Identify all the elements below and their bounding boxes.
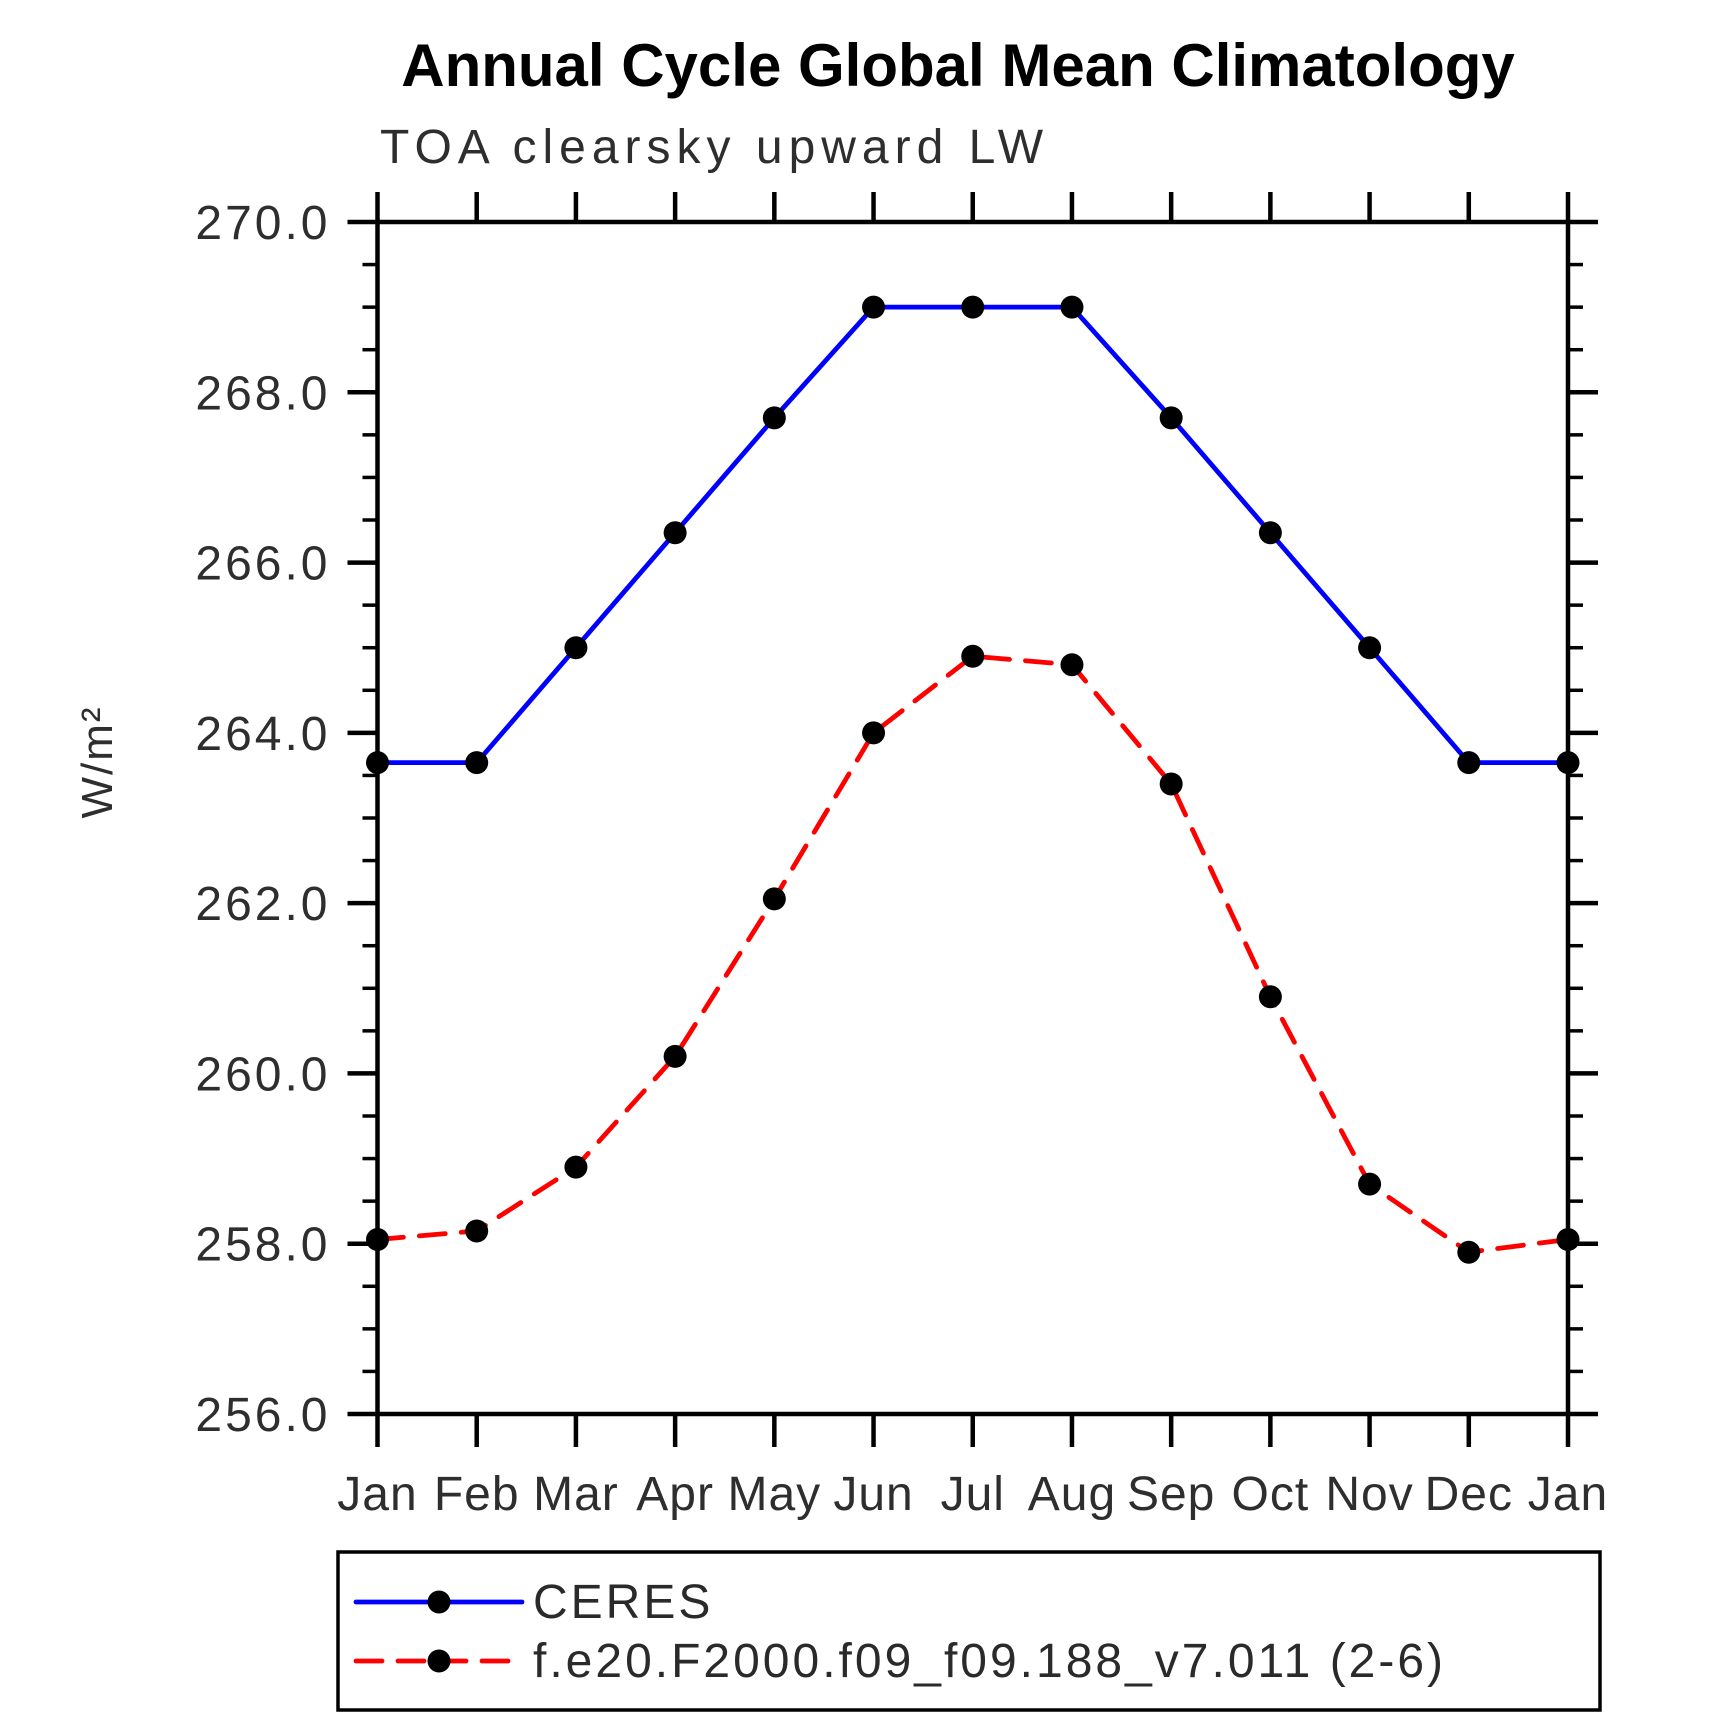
x-tick-label: Dec bbox=[1425, 1468, 1513, 1521]
data-point-marker bbox=[663, 1044, 687, 1068]
data-point-marker bbox=[1457, 751, 1481, 775]
data-point-marker bbox=[862, 295, 886, 319]
y-tick-label: 256.0 bbox=[195, 1389, 330, 1442]
plot-frame bbox=[375, 219, 1571, 1417]
x-tick-label: Jan bbox=[1528, 1468, 1608, 1521]
data-point-marker bbox=[762, 406, 786, 430]
y-tick-label: 264.0 bbox=[195, 708, 330, 761]
data-point-marker bbox=[862, 721, 886, 745]
data-point-marker bbox=[961, 295, 985, 319]
data-point-marker bbox=[1159, 406, 1183, 430]
data-point-marker bbox=[366, 751, 389, 775]
data-point-marker bbox=[762, 887, 786, 911]
data-point-marker bbox=[465, 1219, 489, 1243]
chart-title: Annual Cycle Global Mean Climatology bbox=[401, 32, 1515, 99]
data-point-marker bbox=[465, 751, 489, 775]
x-tick-label: Feb bbox=[434, 1468, 520, 1521]
series-line-model bbox=[375, 653, 1571, 1255]
x-tick-label: Sep bbox=[1127, 1468, 1215, 1521]
y-tick-label: 270.0 bbox=[195, 197, 330, 250]
y-tick-label: 258.0 bbox=[195, 1219, 330, 1272]
x-tick-label: Jul bbox=[941, 1468, 1005, 1521]
data-point-marker bbox=[1258, 985, 1282, 1009]
legend-label: f.e20.F2000.f09_f09.188_v7.011 (2-6) bbox=[533, 1635, 1446, 1688]
series-line-ceres bbox=[375, 304, 1571, 766]
x-tick-label: Jun bbox=[833, 1468, 913, 1521]
y-tick-label: 260.0 bbox=[195, 1048, 330, 1101]
legend: CERES f.e20.F2000.f09_f09.188_v7.011 (2-6… bbox=[336, 1550, 1602, 1712]
x-tick-label: May bbox=[727, 1468, 821, 1521]
y-tick-label: 266.0 bbox=[195, 538, 330, 591]
y-tick-label: 268.0 bbox=[195, 367, 330, 420]
data-point-marker bbox=[564, 636, 588, 660]
x-tick-label: Oct bbox=[1232, 1468, 1310, 1521]
data-point-marker bbox=[1358, 1172, 1382, 1196]
data-point-marker bbox=[1060, 653, 1084, 677]
x-tick-label: Mar bbox=[533, 1468, 619, 1521]
data-point-marker bbox=[1159, 772, 1183, 796]
data-point-marker bbox=[366, 1227, 389, 1251]
x-tick-label: Nov bbox=[1325, 1468, 1413, 1521]
data-point-marker bbox=[1258, 521, 1282, 545]
data-point-marker bbox=[1060, 295, 1084, 319]
legend-marker bbox=[427, 1590, 451, 1614]
plot-area: 256.0 258.0 260.0 262.0 264.0 266.0 268.0 270.0… bbox=[195, 192, 1608, 1521]
y-tick-label: 262.0 bbox=[195, 878, 330, 931]
chart-subtitle: TOA clearsky upward LW bbox=[380, 121, 1049, 174]
legend-box bbox=[336, 1550, 1602, 1712]
data-point-marker bbox=[663, 521, 687, 545]
legend-label: CERES bbox=[533, 1576, 713, 1629]
y-axis-label: W/m² bbox=[73, 705, 122, 818]
x-tick-label: Apr bbox=[636, 1468, 714, 1521]
data-point-marker bbox=[1457, 1240, 1481, 1264]
legend-entry: f.e20.F2000.f09_f09.188_v7.011 (2-6) bbox=[353, 1635, 1446, 1688]
x-tick-label: Aug bbox=[1028, 1468, 1116, 1521]
legend-entry: CERES bbox=[353, 1576, 713, 1629]
legend-marker bbox=[427, 1649, 451, 1673]
data-point-marker bbox=[564, 1155, 588, 1179]
x-tick-label: Jan bbox=[337, 1468, 417, 1521]
data-point-marker bbox=[1556, 751, 1580, 775]
data-point-marker bbox=[1358, 636, 1382, 660]
data-point-marker bbox=[961, 644, 985, 668]
data-point-marker bbox=[1556, 1227, 1580, 1251]
